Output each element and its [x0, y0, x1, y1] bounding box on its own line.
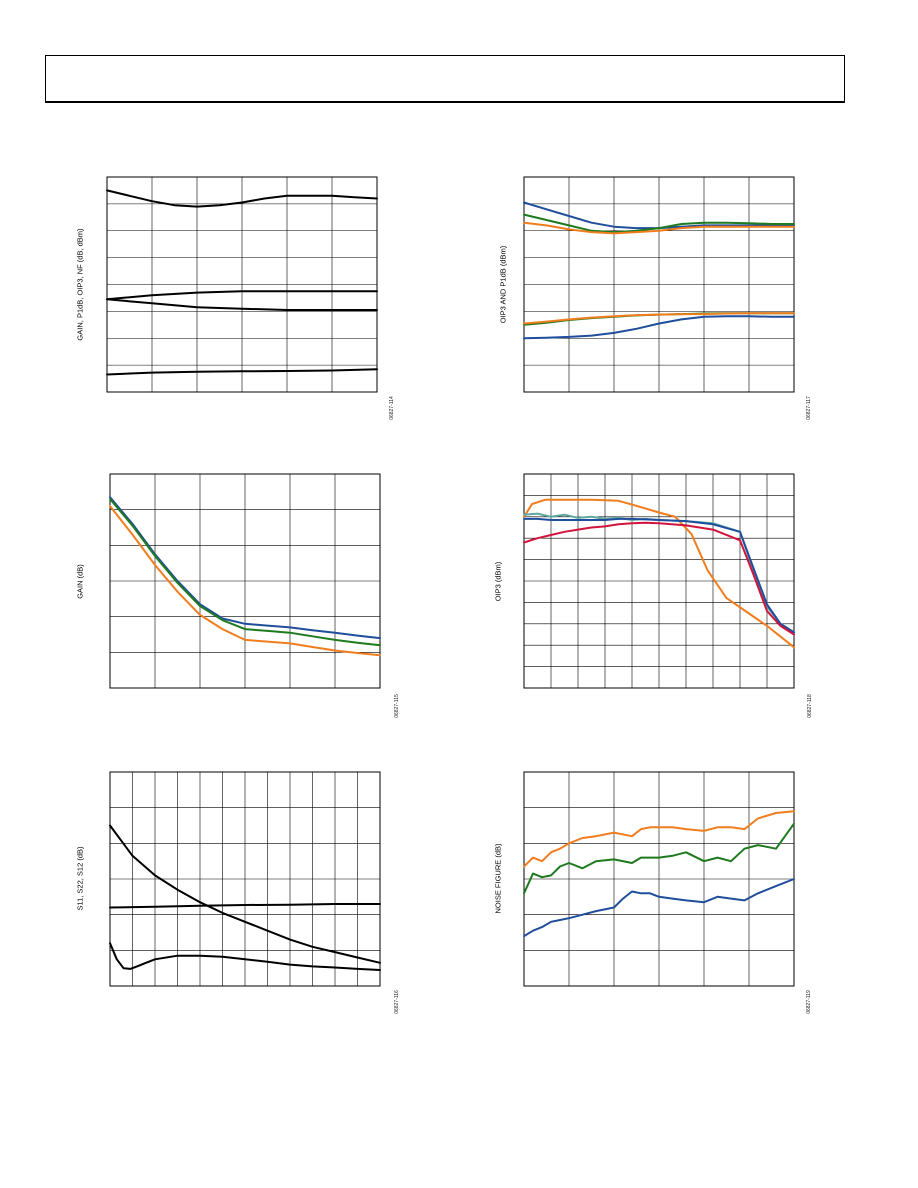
series-line-1: [109, 903, 381, 909]
series-line-4: [523, 312, 795, 325]
series-line-2: [109, 505, 381, 657]
page-header-box: [45, 55, 845, 103]
series-line-3: [106, 368, 378, 376]
series-line-1: [109, 498, 381, 647]
series-line-2: [523, 878, 795, 938]
series-line-1: [106, 290, 378, 301]
series-line-2: [523, 517, 795, 634]
series-line-3: [523, 521, 795, 636]
series-line-5: [523, 315, 795, 340]
series-line-0: [109, 824, 381, 964]
series-line-0: [523, 810, 795, 868]
series-line-2: [109, 942, 381, 971]
series-line-0: [106, 189, 378, 208]
series-line-0: [523, 498, 795, 649]
series-line-2: [106, 298, 378, 311]
series-line-1: [523, 213, 795, 234]
series-line-1: [523, 822, 795, 895]
series-line-0: [109, 496, 381, 640]
series-line-2: [523, 221, 795, 235]
